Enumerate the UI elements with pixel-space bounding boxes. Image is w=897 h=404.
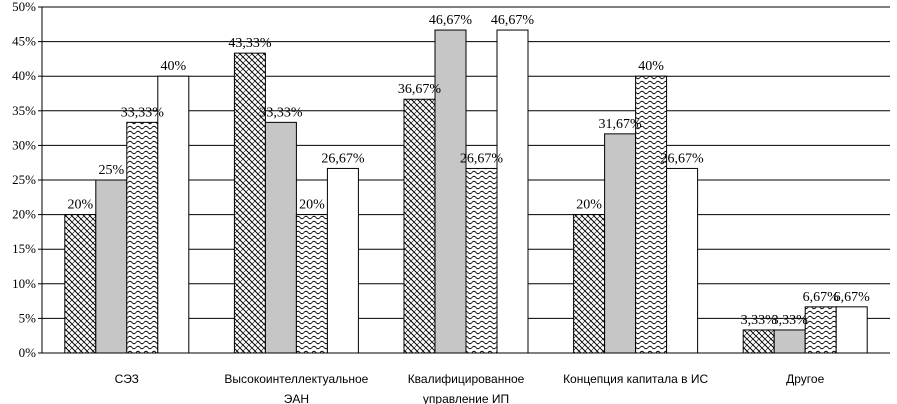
bar xyxy=(157,75,190,354)
bar xyxy=(326,167,359,354)
data-label: 20% xyxy=(576,198,602,213)
category-label: Высокоинтеллектуальное xyxy=(224,372,368,386)
y-tick-label: 5% xyxy=(19,310,37,325)
bar xyxy=(496,29,529,354)
data-label: 33,33% xyxy=(121,105,165,120)
y-tick-label: 10% xyxy=(12,276,36,291)
data-label: 26,67% xyxy=(321,151,365,166)
bar xyxy=(635,75,668,354)
category-label: Квалифицированное xyxy=(408,372,525,386)
data-label: 43,33% xyxy=(228,36,272,51)
data-label: 31,67% xyxy=(599,117,643,132)
y-tick-label: 20% xyxy=(12,207,36,222)
data-label: 40% xyxy=(160,59,186,74)
bar xyxy=(264,121,297,354)
data-label: 40% xyxy=(638,59,664,74)
bar xyxy=(573,214,606,354)
y-tick-label: 0% xyxy=(19,345,37,360)
data-label: 20% xyxy=(67,198,93,213)
data-label: 3,33% xyxy=(741,313,778,328)
bar xyxy=(233,52,266,354)
data-label: 26,67% xyxy=(661,151,705,166)
bar xyxy=(64,214,97,354)
y-tick-label: 45% xyxy=(12,34,36,49)
data-label: 26,67% xyxy=(460,151,504,166)
category-label: ЭАН xyxy=(284,392,309,404)
bar xyxy=(773,329,806,354)
y-axis: 0% 5% 10% 15% 20% 25% 30% 35% 40% 45% 50% xyxy=(12,0,43,360)
y-tick-label: 25% xyxy=(12,172,36,187)
y-tick-label: 15% xyxy=(12,241,36,256)
data-label: 46,67% xyxy=(491,13,535,28)
bar xyxy=(434,29,467,354)
data-label: 6,67% xyxy=(803,290,840,305)
bar xyxy=(604,133,637,354)
bar xyxy=(95,179,128,354)
bar xyxy=(742,329,775,354)
data-label: 25% xyxy=(98,163,124,178)
data-label: 36,67% xyxy=(398,82,442,97)
category-label: Концепция капитала в ИС xyxy=(563,372,708,386)
bars xyxy=(64,29,868,354)
y-tick-label: 30% xyxy=(12,137,36,152)
bar xyxy=(403,98,436,354)
bar xyxy=(835,306,868,354)
bar xyxy=(295,214,328,354)
bar xyxy=(126,121,159,354)
data-label: 33,33% xyxy=(259,105,303,120)
bar xyxy=(804,306,837,354)
x-axis-labels: СЭЗ Высокоинтеллектуальное ЭАН Квалифициров… xyxy=(115,372,825,404)
y-tick-label: 50% xyxy=(12,0,36,14)
y-tick-label: 35% xyxy=(12,103,36,118)
data-label: 3,33% xyxy=(772,313,809,328)
data-label: 46,67% xyxy=(429,13,473,28)
category-label: управление ИП xyxy=(423,392,509,404)
bar xyxy=(666,167,699,354)
category-label: СЭЗ xyxy=(115,372,139,386)
category-label: Другое xyxy=(786,372,824,386)
data-label: 20% xyxy=(299,198,325,213)
bar xyxy=(465,167,498,354)
data-label: 6,67% xyxy=(834,290,871,305)
y-tick-label: 40% xyxy=(12,68,36,83)
data-labels: 20% 25% 33,33% 40% 43,33% 33,33% 20% 26,67% 36,6… xyxy=(67,13,870,328)
